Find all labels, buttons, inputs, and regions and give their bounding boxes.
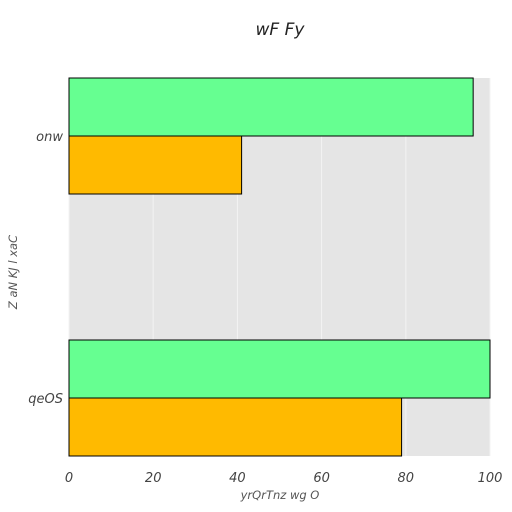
y-axis-ticks: onw qeOS (28, 130, 63, 407)
y-tick-label: qeOS (28, 392, 63, 407)
x-tick-label: 0 (65, 471, 73, 486)
bar-qeOS-series-2 (69, 398, 402, 456)
x-tick-label: 60 (313, 471, 330, 486)
x-tick-label: 20 (145, 471, 162, 486)
bar-onw-series-2 (69, 136, 242, 194)
x-axis-ticks: 0 20 40 60 80 100 (65, 471, 503, 486)
bar-qeOS-series-1 (69, 340, 490, 398)
x-tick-label: 80 (398, 471, 415, 486)
y-tick-label: onw (36, 130, 63, 145)
x-tick-label: 100 (478, 471, 503, 486)
y-axis-label: Z aN KJ l xaC (6, 235, 20, 310)
x-axis-label: yrQrTnz wg O (240, 488, 320, 502)
chart-title: wF Fy (256, 20, 306, 40)
bar-onw-series-1 (69, 78, 473, 136)
x-tick-label: 40 (229, 471, 246, 486)
